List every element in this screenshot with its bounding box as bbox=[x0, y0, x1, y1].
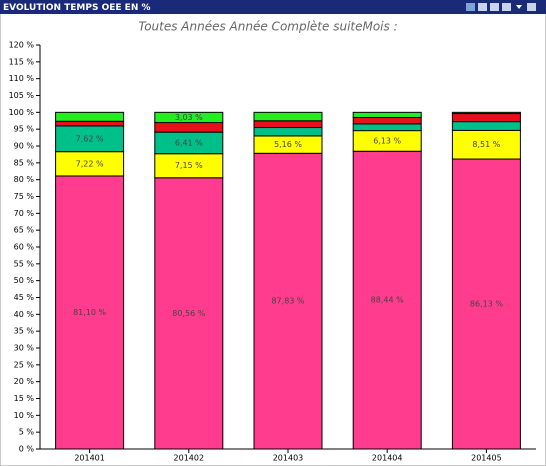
y-tick-label: 20 % bbox=[14, 377, 35, 386]
x-tick-label: 201405 bbox=[471, 454, 502, 463]
bar-segment bbox=[352, 111, 422, 118]
bar-segment bbox=[55, 151, 125, 177]
y-tick-label: 70 % bbox=[14, 209, 35, 218]
value-label: 81,10 % bbox=[73, 308, 106, 317]
bar-segment bbox=[253, 111, 323, 122]
y-tick-label: 30 % bbox=[14, 344, 35, 353]
y-tick-label: 60 % bbox=[14, 243, 35, 252]
y-tick-label: 35 % bbox=[14, 327, 35, 336]
value-label: 8,51 % bbox=[472, 140, 500, 149]
caption-icons bbox=[466, 3, 536, 11]
x-tick-label: 201401 bbox=[74, 454, 105, 463]
y-tick-label: 75 % bbox=[14, 192, 35, 201]
y-tick-label: 0 % bbox=[19, 445, 35, 454]
icon[interactable] bbox=[490, 3, 499, 11]
y-tick-label: 115 % bbox=[9, 57, 35, 66]
bar-segment bbox=[55, 120, 125, 127]
bar-segment bbox=[253, 152, 323, 450]
y-tick-label: 95 % bbox=[14, 125, 35, 134]
value-label: 7,62 % bbox=[76, 134, 104, 143]
y-tick-label: 40 % bbox=[14, 310, 35, 319]
x-tick-label: 201403 bbox=[273, 454, 304, 463]
value-label: 6,13 % bbox=[373, 136, 401, 145]
bar-segment bbox=[55, 175, 125, 450]
value-label: 5,16 % bbox=[274, 140, 302, 149]
bar-segment bbox=[352, 150, 422, 450]
y-tick-label: 85 % bbox=[14, 158, 35, 167]
y-tick-label: 120 % bbox=[9, 41, 35, 50]
bar-segment bbox=[154, 177, 224, 450]
icon[interactable] bbox=[478, 3, 487, 11]
icon[interactable] bbox=[527, 3, 536, 11]
bar-segment bbox=[352, 116, 422, 125]
value-label: 88,44 % bbox=[371, 296, 404, 305]
chart-title: EVOLUTION TEMPS OEE EN % bbox=[3, 3, 151, 13]
icon[interactable] bbox=[466, 3, 475, 11]
bar-segment bbox=[55, 125, 125, 153]
bar-segment bbox=[451, 121, 521, 131]
value-label: 6,41 % bbox=[175, 138, 203, 147]
y-tick-label: 100 % bbox=[9, 108, 35, 117]
bar-segment bbox=[253, 120, 323, 129]
y-tick-label: 65 % bbox=[14, 226, 35, 235]
value-label: 3,03 % bbox=[175, 113, 203, 122]
y-tick-label: 55 % bbox=[14, 259, 35, 268]
value-label: 80,56 % bbox=[172, 309, 205, 318]
bar-segment bbox=[451, 129, 521, 160]
bar-segment bbox=[154, 122, 224, 133]
y-tick-label: 25 % bbox=[14, 360, 35, 369]
bar-segment bbox=[253, 127, 323, 137]
y-tick-label: 110 % bbox=[9, 74, 35, 83]
value-label: 86,13 % bbox=[470, 300, 503, 309]
bar-segment bbox=[154, 111, 224, 124]
bar-segment bbox=[55, 111, 125, 122]
y-tick-label: 50 % bbox=[14, 276, 35, 285]
value-label: 7,22 % bbox=[76, 159, 104, 168]
bar-segment bbox=[352, 123, 422, 132]
icon[interactable] bbox=[502, 3, 511, 11]
bar-segment bbox=[451, 111, 521, 115]
value-label: 7,15 % bbox=[175, 161, 203, 170]
y-tick-label: 90 % bbox=[14, 142, 35, 151]
y-tick-label: 15 % bbox=[14, 394, 35, 403]
chart-subtitle: Toutes Années Année Complète suiteMois : bbox=[138, 20, 397, 34]
x-tick-label: 201402 bbox=[174, 454, 205, 463]
caption-bar bbox=[0, 0, 546, 14]
bar-segment bbox=[451, 158, 521, 450]
bar-segment bbox=[451, 113, 521, 123]
x-tick-label: 201404 bbox=[372, 454, 403, 463]
y-tick-label: 105 % bbox=[9, 91, 35, 100]
y-tick-label: 80 % bbox=[14, 175, 35, 184]
icon[interactable] bbox=[516, 5, 522, 9]
value-label: 87,83 % bbox=[271, 297, 304, 306]
y-tick-label: 5 % bbox=[19, 428, 35, 437]
y-tick-label: 10 % bbox=[14, 411, 35, 420]
y-tick-label: 45 % bbox=[14, 293, 35, 302]
